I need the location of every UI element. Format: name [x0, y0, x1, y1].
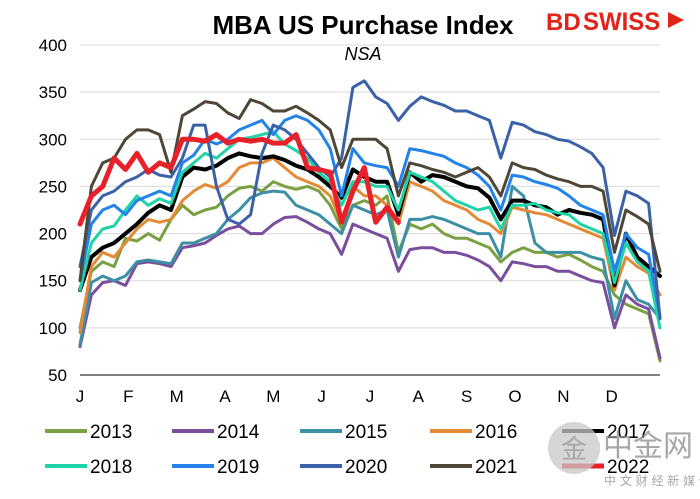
y-axis-tick-labels: 50 100 150 200 250 300 350 400 [39, 36, 67, 385]
legend-label-2020: 2020 [345, 457, 387, 478]
series-line-2020 [78, 79, 662, 320]
x-tick-label: F [123, 387, 133, 406]
series-lines [77, 79, 662, 363]
legend-label-2015: 2015 [345, 422, 387, 443]
x-tick-label: O [508, 387, 521, 406]
legend-label-2018: 2018 [90, 457, 132, 478]
x-tick-label: J [76, 387, 85, 406]
chart-subtitle: NSA [344, 44, 381, 64]
legend-label-2019: 2019 [217, 457, 259, 478]
x-tick-label: D [606, 387, 618, 406]
series-line-2019 [78, 114, 662, 318]
watermark-cn-name: 中金网 [603, 429, 693, 464]
series-line-2022 [77, 132, 401, 227]
legend-label-2013: 2013 [90, 422, 132, 443]
zhongjin-watermark: 金 中金网 中 文 财 经 新 媒 体 [548, 422, 700, 488]
legend-label-2014: 2014 [217, 422, 260, 443]
legend-label-2022: 2022 [607, 457, 649, 478]
legend-label-2021: 2021 [475, 457, 517, 478]
x-tick-label: J [317, 387, 326, 406]
series-line-2015 [78, 184, 662, 347]
legend-label-2017: 2017 [607, 422, 649, 443]
x-tick-label: M [170, 387, 184, 406]
y-tick-label: 50 [48, 366, 67, 385]
y-tick-label: 300 [39, 130, 67, 149]
y-tick-label: 200 [39, 225, 67, 244]
x-tick-label: J [366, 387, 375, 406]
legend-label-2016: 2016 [475, 422, 517, 443]
y-tick-label: 250 [39, 177, 67, 196]
y-tick-label: 400 [39, 36, 67, 55]
x-tick-label: A [219, 387, 231, 406]
x-tick-label: N [557, 387, 569, 406]
watermark-tagline: 中 文 财 经 新 媒 体 [604, 473, 700, 488]
logo-text-swiss: SWISS [583, 8, 660, 36]
y-tick-label: 350 [39, 83, 67, 102]
logo-arrow-icon [668, 12, 684, 28]
x-tick-label: S [461, 387, 472, 406]
watermark-glyph: 金 [561, 435, 587, 465]
series-line-2021 [78, 98, 662, 283]
y-tick-label: 150 [39, 272, 67, 291]
x-tick-label: M [266, 387, 280, 406]
x-tick-label: A [413, 387, 425, 406]
chart-title: MBA US Purchase Index [212, 10, 514, 40]
logo-text-bd: BD [546, 9, 581, 36]
series-line-2014 [78, 215, 662, 360]
y-tick-label: 100 [39, 319, 67, 338]
legend: 2013 2014 2015 2016 2017 2018 2019 2020 2021 2022 [45, 422, 649, 478]
watermark-logo-icon [548, 422, 600, 474]
bdswiss-logo: BD SWISS [546, 8, 684, 36]
